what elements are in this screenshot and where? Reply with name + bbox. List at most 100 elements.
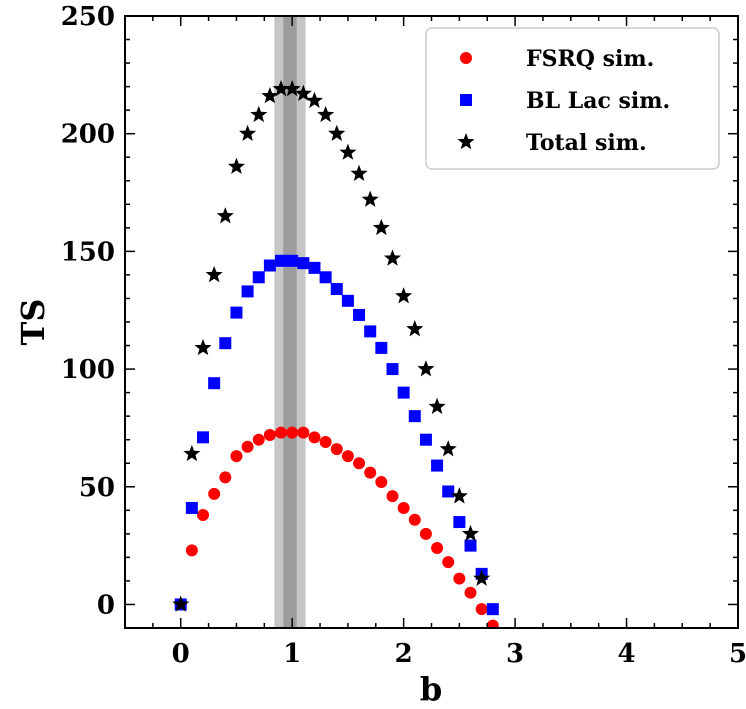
circle-point: [252, 433, 265, 446]
square-point: [308, 261, 321, 274]
square-point: [330, 283, 343, 296]
star-point: [294, 84, 312, 101]
series-circle: [174, 426, 499, 628]
star-point: [183, 444, 201, 462]
square-point: [275, 254, 288, 267]
x-tick-label: 3: [506, 639, 524, 669]
circle-point: [341, 450, 354, 463]
square-point: [486, 603, 499, 616]
series-star: [172, 79, 491, 612]
y-tick-label: 100: [61, 355, 115, 385]
circle-point: [397, 501, 410, 514]
square-point: [252, 271, 265, 284]
x-tick-label: 0: [172, 639, 190, 669]
star-point: [250, 105, 268, 123]
square-point: [353, 308, 366, 321]
square-point: [219, 337, 232, 350]
star-point: [473, 569, 491, 586]
y-tick-label: 250: [61, 2, 115, 32]
circle-point: [219, 471, 232, 484]
circle-point: [297, 426, 310, 439]
square-point: [386, 363, 399, 376]
star-point: [227, 157, 246, 174]
circle-point: [386, 490, 399, 503]
star-point: [216, 207, 234, 224]
circle-point: [464, 586, 477, 599]
legend-circle-marker: [460, 52, 472, 64]
data-series: [172, 79, 499, 628]
square-point: [464, 539, 477, 552]
star-point: [272, 79, 290, 97]
circle-point: [308, 431, 321, 444]
circle-point: [486, 619, 499, 628]
square-point: [286, 254, 299, 267]
star-point: [417, 360, 435, 377]
star-point: [406, 320, 424, 337]
confidence-band: [274, 16, 306, 628]
star-point: [305, 91, 324, 109]
circle-point: [263, 428, 276, 441]
axis-ticks: [124, 15, 739, 629]
y-tick-labels: 0 50 100 150 200 250: [61, 2, 115, 620]
square-point: [185, 501, 198, 514]
square-point: [297, 257, 310, 270]
star-point: [239, 124, 257, 141]
square-point: [230, 306, 243, 319]
circle-point: [197, 509, 210, 522]
circle-point: [353, 457, 366, 470]
circle-point: [319, 436, 332, 449]
band-inner: [283, 16, 297, 628]
star-point: [194, 338, 212, 356]
circle-point: [419, 527, 432, 540]
y-tick-label: 50: [79, 473, 115, 503]
square-point: [442, 485, 455, 498]
circle-point: [442, 556, 455, 569]
legend-star-marker: [457, 133, 475, 150]
square-point: [341, 294, 354, 307]
circle-point: [475, 603, 488, 616]
square-point: [397, 386, 410, 399]
star-point: [439, 440, 457, 457]
legend: FSRQ sim. BL Lac sim. Total sim.: [425, 27, 720, 170]
star-point: [372, 218, 390, 236]
circle-point: [185, 544, 198, 557]
circle-point: [375, 476, 388, 489]
x-tick-labels: 0 1 2 3 4 5: [172, 639, 746, 669]
x-tick-label: 2: [395, 639, 413, 669]
y-axis-title: TS: [14, 299, 52, 346]
square-point: [453, 516, 466, 529]
circle-point: [241, 440, 254, 453]
star-point: [339, 143, 357, 160]
star-point: [361, 190, 379, 207]
star-point: [283, 79, 301, 97]
square-point: [241, 285, 254, 298]
star-point: [328, 124, 346, 141]
star-point: [450, 487, 468, 504]
y-tick-label: 0: [97, 590, 115, 620]
x-axis-title: b: [420, 670, 442, 708]
star-point: [261, 87, 279, 104]
legend-box: [425, 27, 720, 170]
circle-point: [286, 426, 299, 439]
circle-point: [330, 443, 343, 456]
square-point: [375, 341, 388, 354]
square-point: [197, 431, 210, 444]
star-point: [461, 524, 480, 542]
circle-point: [453, 572, 466, 585]
star-point: [395, 287, 413, 304]
x-tick-label: 5: [729, 639, 746, 669]
square-point: [408, 410, 421, 423]
star-point: [428, 397, 446, 415]
square-point: [263, 259, 276, 272]
y-tick-label: 200: [61, 120, 115, 150]
x-tick-label: 4: [617, 639, 635, 669]
star-point: [350, 164, 368, 181]
square-point: [419, 433, 432, 446]
circle-point: [364, 466, 377, 479]
circle-point: [275, 426, 288, 439]
circle-point: [408, 513, 421, 526]
legend-label: BL Lac sim.: [526, 88, 670, 114]
square-point: [431, 459, 444, 472]
circle-point: [230, 450, 243, 463]
